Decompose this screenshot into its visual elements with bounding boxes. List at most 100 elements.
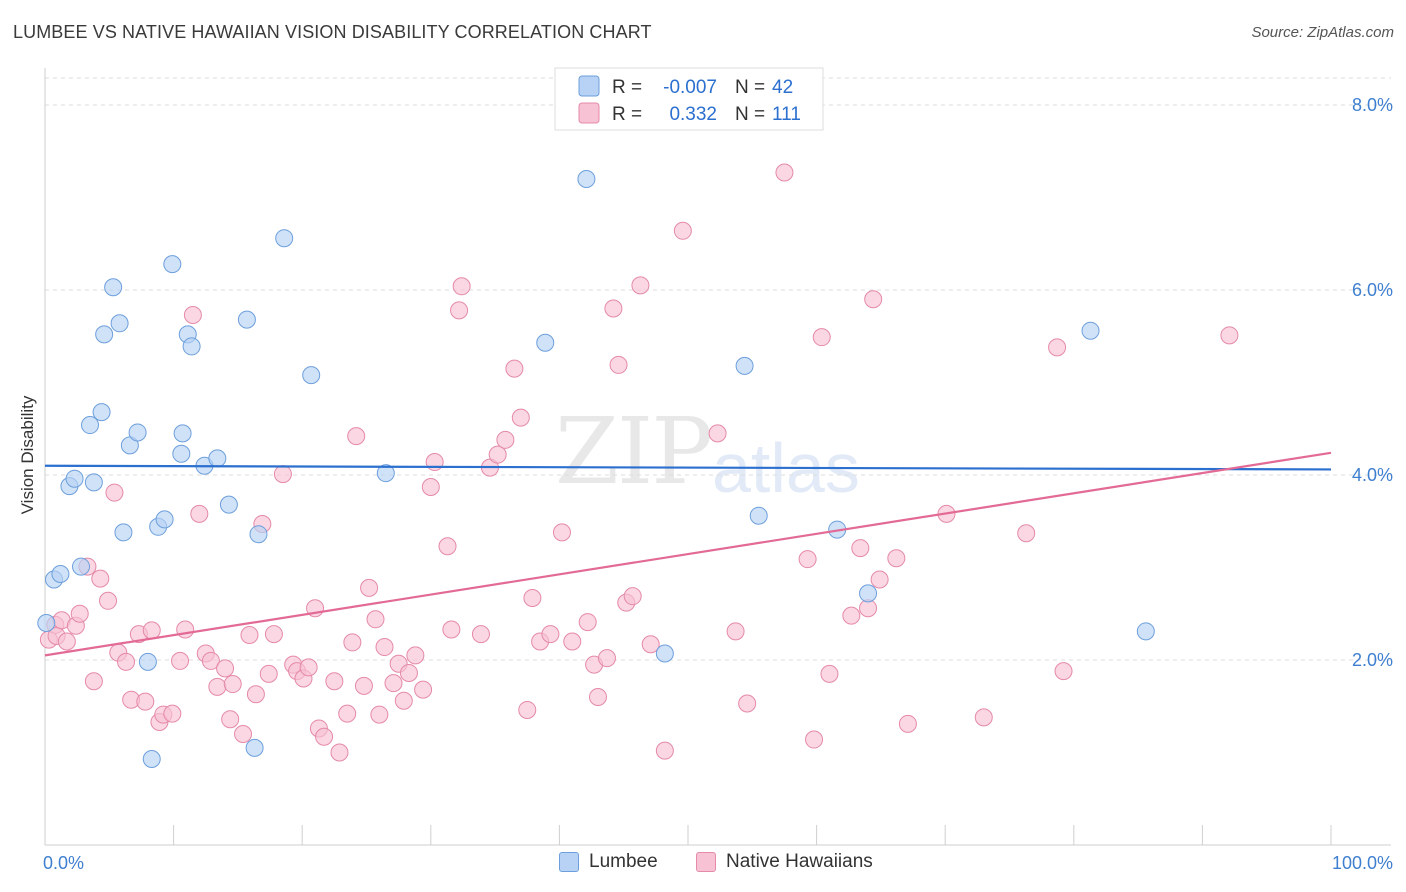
lumbee-point — [65, 469, 84, 488]
lumbee-point — [859, 584, 878, 603]
hawaiian-point — [442, 620, 461, 639]
lumbee-point — [219, 495, 238, 514]
lumbee-point — [142, 749, 161, 768]
hawaiian-point — [142, 621, 161, 640]
lumbee-point — [114, 523, 133, 542]
hawaiian-point — [315, 727, 334, 746]
hawaiian-point — [775, 163, 794, 182]
hawaiian-point — [588, 688, 607, 706]
hawaiian-point — [726, 622, 745, 641]
hawaiian-point — [452, 277, 471, 296]
lumbee-point — [138, 652, 157, 671]
legend-n-value-lumbee: 42 — [772, 77, 793, 98]
y-tick-label: 2.0% — [1352, 650, 1393, 670]
legend-item-hawaiian: Native Hawaiians — [696, 851, 873, 873]
lumbee-point — [536, 333, 555, 352]
lumbee-point — [110, 314, 129, 333]
hawaiian-point — [505, 359, 524, 378]
hawaiian-point — [299, 658, 318, 677]
lumbee-point — [128, 423, 147, 442]
lumbee-swatch — [559, 852, 579, 872]
hawaiian-point — [91, 569, 110, 588]
hawaiian-point — [738, 694, 757, 713]
hawaiian-point — [511, 408, 530, 427]
correlation-legend: R = -0.007 N = 42 R = 0.332 N = 111 — [554, 67, 824, 131]
hawaiian-point — [552, 523, 571, 542]
hawaiian-point — [330, 743, 349, 762]
hawaiian-point — [851, 539, 870, 558]
hawaiian-point — [1220, 326, 1239, 345]
lumbee-point — [245, 738, 264, 757]
hawaiian-point — [1017, 524, 1036, 543]
lumbee-point — [275, 229, 294, 248]
hawaiian-point — [375, 638, 394, 657]
hawaiian-point — [655, 741, 674, 760]
hawaiian-point — [360, 578, 379, 597]
legend-r-value-hawaiian: 0.332 — [669, 104, 717, 125]
hawaiian-point — [518, 700, 537, 719]
source-credit: Source: ZipAtlas.com — [1251, 24, 1394, 41]
lumbee-points — [37, 170, 1155, 768]
hawaiian-point — [641, 635, 660, 654]
hawaiian-point — [259, 664, 278, 683]
hawaiian-point — [597, 649, 616, 668]
hawaiian-point — [820, 664, 839, 683]
lumbee-point — [376, 464, 395, 483]
lumbee-point — [92, 403, 111, 422]
hawaiian-point — [673, 221, 692, 240]
hawaiian-point — [246, 685, 265, 704]
hawaiian-trend-line — [44, 451, 1332, 657]
axes — [44, 68, 1391, 846]
hawaiian-point — [234, 725, 253, 743]
lumbee-point — [104, 278, 123, 297]
y-tick-labels: 2.0% 4.0% 6.0% 8.0% — [1352, 95, 1393, 670]
hawaiian-point — [421, 478, 440, 497]
hawaiian-point — [201, 651, 220, 670]
hawaiian-point — [488, 445, 507, 464]
lumbee-point — [81, 416, 100, 435]
hawaiian-label: Native Hawaiians — [726, 851, 873, 872]
hawaiian-point — [105, 483, 124, 502]
hawaiian-point — [57, 632, 76, 651]
lumbee-point — [37, 614, 56, 632]
legend-n-label-lumbee: N = — [735, 77, 765, 98]
lumbee-point — [95, 325, 114, 344]
hawaiian-point — [406, 646, 425, 665]
hawaiian-point — [136, 692, 155, 711]
lumbee-point — [172, 444, 191, 463]
hawaiian-swatch — [696, 852, 716, 872]
gridlines — [45, 77, 1391, 661]
lumbee-point — [735, 356, 754, 375]
legend-r-label-lumbee: R = — [612, 77, 642, 98]
hawaiian-point — [450, 301, 469, 320]
legend-n-value-hawaiian: 111 — [772, 104, 801, 125]
lumbee-point — [577, 170, 596, 188]
hawaiian-point — [604, 299, 623, 318]
hawaiian-point — [366, 610, 385, 629]
hawaiian-point — [631, 276, 650, 295]
hawaiian-point — [578, 613, 597, 632]
hawaiian-point — [812, 328, 831, 347]
hawaiian-point — [99, 591, 118, 610]
hawaiian-point — [887, 549, 906, 568]
hawaiian-point — [623, 587, 642, 606]
legend-item-lumbee: Lumbee — [559, 851, 658, 873]
hawaiian-point — [354, 676, 373, 695]
lumbee-point — [155, 510, 174, 529]
lumbee-point — [1081, 321, 1100, 340]
hawaiian-point — [208, 677, 227, 696]
hawaiian-point — [264, 625, 283, 644]
hawaiian-point — [84, 672, 103, 691]
legend-hawaiian-swatch — [578, 102, 600, 124]
hawaiian-point — [325, 672, 344, 691]
hawaiian-point — [805, 730, 824, 749]
hawaiian-point — [1054, 662, 1073, 681]
hawaiian-point — [370, 705, 389, 724]
y-tick-label: 6.0% — [1352, 280, 1393, 300]
legend-r-label-hawaiian: R = — [612, 104, 642, 125]
hawaiian-points — [39, 163, 1239, 762]
x-ticks — [44, 825, 1332, 845]
hawaiian-point — [190, 504, 209, 523]
lumbee-point — [163, 255, 182, 274]
